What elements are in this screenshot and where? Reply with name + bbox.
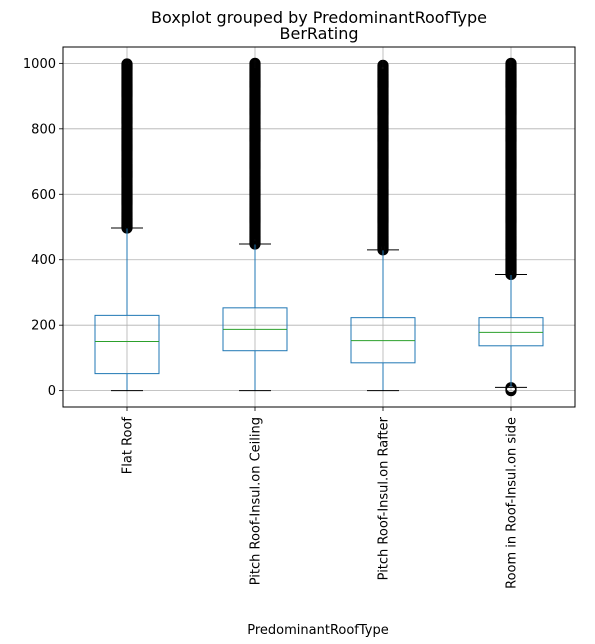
chart-suptitle: Boxplot grouped by PredominantRoofType — [151, 8, 487, 27]
box-group — [94, 58, 160, 392]
outlier-point — [249, 57, 261, 69]
y-tick-label: 200 — [31, 319, 56, 334]
outlier-point — [121, 58, 133, 70]
y-tick-label: 0 — [48, 384, 56, 399]
x-tick-label: Pitch Roof-Insul.on Rafter — [377, 416, 392, 580]
box-group — [222, 57, 288, 392]
plot-area-frame — [62, 46, 576, 408]
x-axis: Flat Roof Pitch Roof-Insul.on Ceiling Pitc… — [121, 407, 520, 589]
box-layer — [94, 57, 544, 397]
chart-title: BerRating — [280, 24, 359, 43]
box-group — [350, 59, 416, 392]
x-tick-label: Room in Roof-Insul.on side — [505, 417, 520, 589]
iqr-box — [94, 314, 160, 375]
outlier-point — [377, 59, 389, 71]
y-axis: 0 200 400 600 800 1000 — [23, 57, 63, 399]
y-tick-label: 600 — [31, 188, 56, 203]
y-tick-label: 1000 — [23, 57, 56, 72]
x-tick-label: Pitch Roof-Insul.on Ceiling — [249, 417, 264, 585]
x-tick-label: Flat Roof — [121, 417, 136, 475]
box-group — [478, 57, 544, 397]
y-tick-label: 400 — [31, 253, 56, 268]
x-axis-label: PredominantRoofType — [247, 623, 388, 638]
iqr-box — [478, 317, 544, 347]
outlier-point — [505, 57, 517, 69]
grid-lines — [63, 47, 575, 407]
y-tick-label: 800 — [31, 122, 56, 137]
